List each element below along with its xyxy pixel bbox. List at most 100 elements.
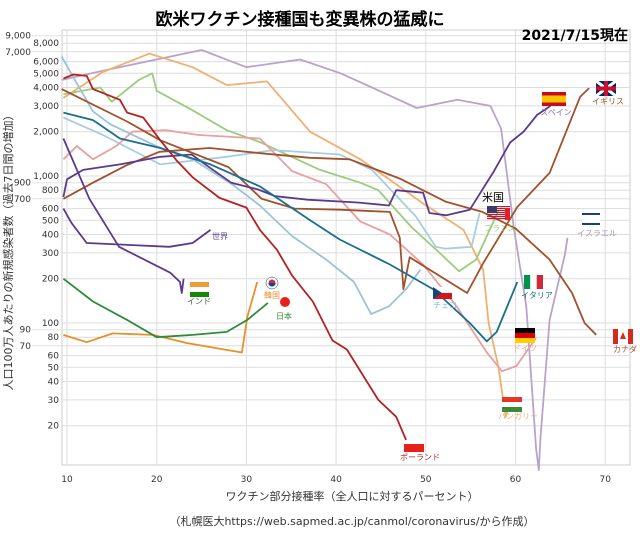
label-フランス: フランス [484,224,516,233]
korea-flag-icon [265,276,279,290]
italy-flag-icon [524,275,543,289]
flag-stripe [515,338,535,343]
flag-stripe [433,293,452,299]
flag-stripe [190,282,209,287]
y-tick-label: 300 [42,249,59,259]
y-tick-label: 4,000 [33,83,59,93]
flag-stripe [620,332,626,339]
series-line-チェコ [60,56,422,315]
flag-stripe [582,223,600,225]
label-インド: インド [187,297,211,306]
label-日本: 日本 [276,311,292,321]
chart-title: 欧米ワクチン接種国も変異株の猛威に [156,9,445,30]
canada-flag-icon [613,329,633,344]
y-tick-label: 60 [48,352,60,362]
series-line-スペイン [62,105,552,217]
flag-stripe [404,444,424,452]
y-tick-label: 700 [14,195,31,205]
x-tick-label: 30 [241,475,253,485]
y-tick-label: 50 [48,363,60,373]
y-tick-label: 8,000 [33,39,59,49]
y-tick-label: 70 [20,342,32,352]
us-flag-icon [487,206,510,220]
flag-stripe [433,287,452,293]
series-line-日本 [62,277,269,339]
flag-stripe [628,329,633,344]
series-line-イギリス [61,87,590,294]
label-ハンガリー: ハンガリー [498,411,538,421]
y-tick-label: 800 [42,186,59,196]
date-note: 2021/7/15現在 [522,27,628,44]
series-line-ポーランド [63,73,407,441]
flag-stripe [487,212,510,214]
label-韓国: 韓国 [264,290,280,300]
flag-stripe [280,297,290,307]
y-tick-label: 80 [48,333,60,343]
y-tick-label: 5,000 [33,69,59,79]
y-tick-label: 30 [48,396,60,406]
flag-stripe [268,283,276,287]
y-tick-label: 6,000 [33,58,59,68]
y-tick-label: 3,000 [33,102,59,112]
y-tick-label: 9,000 [5,32,31,42]
flag-stripe [502,402,522,407]
series-line-イスラエル [61,49,569,471]
flag-stripe [582,213,600,225]
y-tick-label: 400 [42,230,59,240]
y-tick-label: 20 [48,422,60,432]
y-tick-label: 90 [20,326,32,336]
flag-stripe [542,95,566,103]
series-line-フランス [63,72,500,273]
series-line-ドイツ [62,129,537,373]
series-line-ハンガリー [62,52,511,418]
y-tick-label: 500 [42,216,59,226]
flag-stripe [515,328,535,333]
label-世界: 世界 [212,231,228,241]
flag-stripe [487,218,510,220]
x-axis-label: ワクチン部分接種率（全人口に対するパーセント） [226,489,479,503]
flag-stripe [530,275,537,289]
series-lines [60,49,597,471]
hungary-flag-icon [502,397,522,412]
series-line-カナダ [62,147,597,336]
flag-stripe [502,397,522,402]
source-note: （札幌医大https://web.sapmed.ac.jp/canmol/cor… [169,514,534,528]
y-tick-label: 1,000 [33,172,59,182]
series-line-イタリア [63,111,519,343]
flag-stripe [487,214,510,216]
spain-flag-icon [542,92,566,106]
flag-stripe [487,216,510,218]
czech-flag-icon [433,287,452,299]
germany-flag-icon [515,328,535,343]
x-tick-label: 70 [599,475,611,485]
poland-flag-icon [404,444,424,452]
label-スペイン: スペイン [540,108,571,117]
x-tick-label: 40 [330,475,342,485]
flag-stripe [582,213,600,215]
series-line-インド [62,138,185,294]
y-tick-label: 900 [14,179,31,189]
y-tick-label: 200 [42,275,59,285]
plot-frame [61,29,631,466]
flag-stripe [536,275,543,289]
y-axis-label: 人口100万人あたりの新規感染者数（過去7日間の増加） [1,110,15,391]
x-tick-label: 50 [420,475,432,485]
flag-stripe [524,275,531,289]
x-tick-label: 10 [61,475,73,485]
y-tick-label: 600 [42,205,59,215]
x-tick-label: 20 [151,475,163,485]
label-チェコ: チェコ [433,301,457,310]
flag-stripe [190,287,209,292]
japan-flag-icon [280,297,290,307]
label-イスラエル: イスラエル [577,229,617,238]
flag-stripe [487,206,497,213]
series-line-韓国 [63,281,259,354]
label-イギリス: イギリス [592,97,624,106]
india-flag-icon [190,282,209,297]
flag-stripe [487,210,510,212]
flag-stripe [596,86,616,91]
uk-flag-icon [595,79,617,98]
